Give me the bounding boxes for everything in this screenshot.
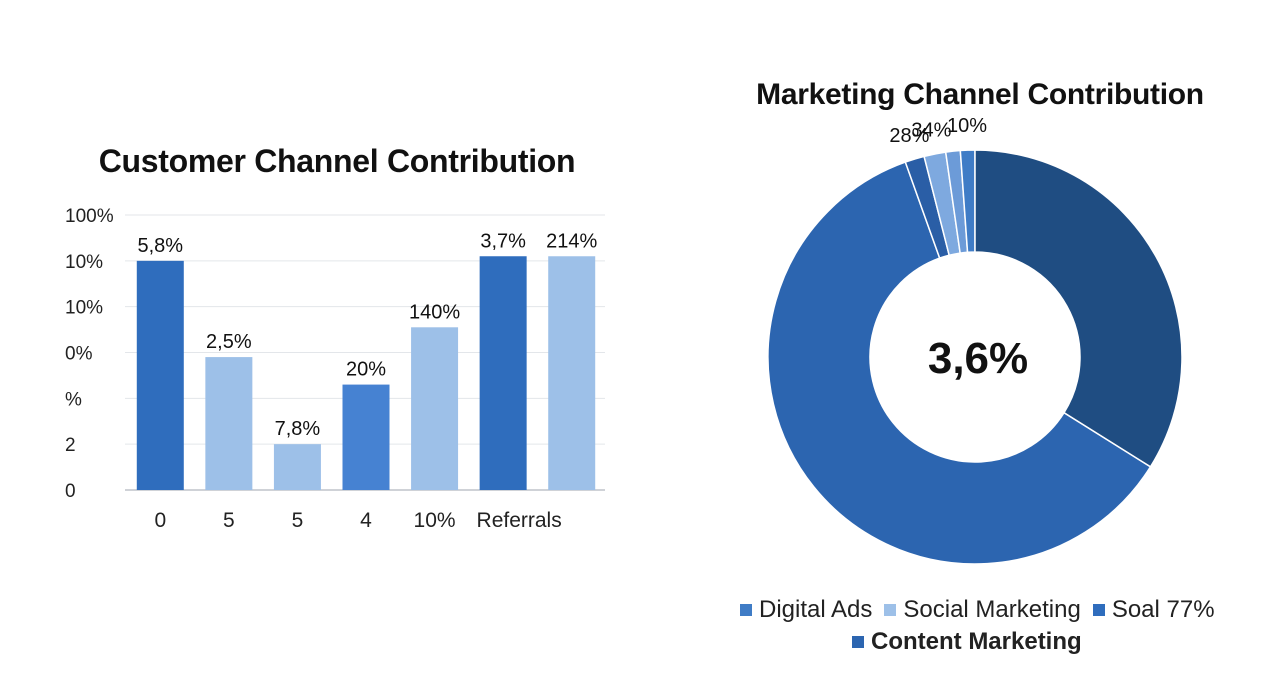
donut-slice[interactable] (959, 149, 976, 254)
bar-chart: 100% 10% 10% 0%% 2 0 5,8% 0 2,5% 5 7,8% 5 20% 4 140% 10… (65, 206, 605, 532)
legend-label: Content Marketing (871, 628, 1082, 655)
legend-item-social-marketing[interactable]: Social Marketing (884, 596, 1081, 624)
y-tick-label: 0% (65, 344, 93, 365)
bar-value-label: 2,5% (206, 331, 252, 353)
bar-value-label: 214% (546, 230, 597, 252)
donut-legend: Digital Ads Social Marketing Soal 77% (720, 596, 1240, 624)
bar[interactable] (205, 357, 253, 490)
y-tick-label: % (65, 389, 82, 410)
y-tick-label: 10% (65, 298, 103, 319)
x-category-label: 10% (414, 509, 456, 532)
bar-value-label: 7,8% (275, 418, 321, 440)
x-category-label: 4 (360, 509, 372, 532)
legend-label: Soal 77% (1111, 596, 1215, 623)
donut-slice[interactable] (767, 161, 1152, 565)
bar-value-label: 5,8% (137, 235, 183, 257)
donut-legend-row-2: Content Marketing (852, 628, 1172, 656)
bar-value-label: 140% (409, 301, 460, 323)
donut-slice[interactable] (904, 155, 951, 260)
legend-label: Digital Ads (759, 596, 873, 623)
bar[interactable] (479, 256, 527, 490)
bar[interactable] (548, 256, 596, 490)
bar-value-label: 3,7% (480, 230, 526, 252)
donut-slice[interactable] (944, 149, 969, 254)
bar[interactable] (342, 384, 390, 490)
donut-slice[interactable] (974, 149, 1183, 468)
legend-label: Social Marketing (903, 596, 1081, 623)
legend-swatch (852, 636, 864, 648)
legend-item-soal[interactable]: Soal 77% (1092, 596, 1215, 624)
donut-slice[interactable] (923, 151, 961, 257)
legend-swatch (1092, 604, 1105, 616)
x-category-label: 5 (223, 509, 235, 532)
bar[interactable] (136, 260, 184, 490)
x-category-label: Referrals (477, 509, 562, 532)
x-category-label: 0 (154, 509, 166, 532)
bar[interactable] (411, 327, 459, 490)
legend-item-digital-ads[interactable]: Digital Ads (740, 596, 872, 624)
y-tick-label: 0 (65, 481, 76, 502)
slice-label: 10% (947, 115, 987, 137)
slice-label: 34% (911, 119, 951, 141)
bar-value-label: 20% (346, 359, 386, 381)
bar[interactable] (273, 444, 321, 490)
legend-swatch (884, 604, 897, 616)
legend-swatch (740, 604, 752, 616)
bar-chart-title: Customer Channel Contribution (98, 143, 576, 179)
x-category-label: 5 (292, 509, 304, 532)
donut-chart-title: Marketing Channel Contribution (756, 78, 1204, 111)
y-tick-label: 2 (65, 435, 76, 456)
y-tick-label: 100% (65, 206, 114, 227)
donut-center-label: 3,6% (928, 334, 1028, 383)
legend-item-content-marketing[interactable]: Content Marketing (852, 628, 1082, 656)
y-tick-label: 10% (65, 252, 103, 273)
slice-label: 28% (889, 125, 929, 147)
